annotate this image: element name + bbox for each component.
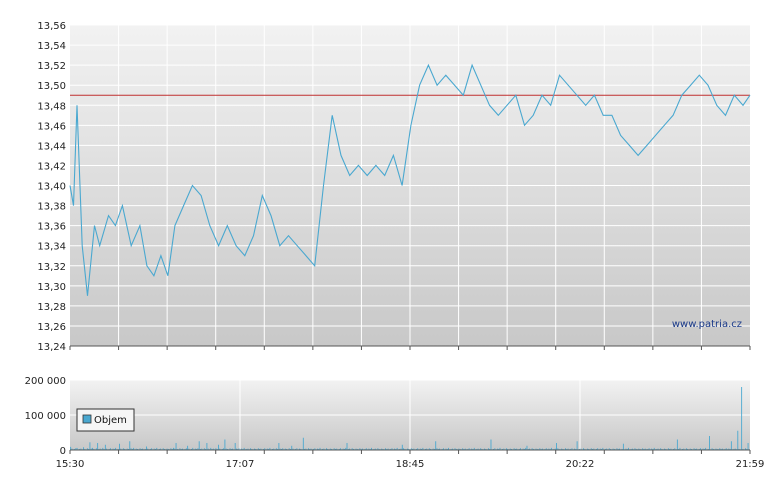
volume-x-tick-label: 20:22 [566,459,595,470]
price-y-tick-label: 13,54 [37,41,66,52]
price-y-tick-label: 13,24 [37,342,66,353]
price-y-tick-label: 13,30 [37,282,66,293]
price-y-axis-ticks: 13,56 13,54 13,52 13,50 13,48 13,46 13,44 13,42… [37,21,66,353]
price-y-tick-label: 13,46 [37,121,66,132]
volume-y-tick-label: 100 000 [25,411,66,422]
price-y-tick-label: 13,38 [37,202,66,213]
price-y-tick-label: 13,26 [37,322,66,333]
volume-x-axis-ticks: 15:30 17:07 18:45 20:22 21:59 [56,450,765,470]
watermark-text: www.patria.cz [672,319,742,330]
price-grid [70,24,750,347]
volume-y-axis-ticks: 200 000 100 000 0 [25,376,66,457]
volume-y-tick-label: 0 [60,446,66,457]
price-y-tick-label: 13,56 [37,21,66,32]
volume-legend: Objem [76,408,135,432]
volume-x-tick-label: 21:59 [736,459,765,470]
volume-x-tick-label: 17:07 [226,459,255,470]
volume-x-tick-label: 15:30 [56,459,85,470]
price-series-line [69,63,751,296]
price-y-tick-label: 13,50 [37,81,66,92]
volume-x-tick-label: 18:45 [396,459,425,470]
price-panel: 13,56 13,54 13,52 13,50 13,48 13,46 13,44 13,42… [37,21,751,353]
price-y-tick-label: 13,48 [37,101,66,112]
price-y-tick-label: 13,40 [37,182,66,193]
legend-swatch [82,414,92,424]
legend-label: Objem [94,415,127,426]
volume-panel: 200 000 100 000 0 15:30 17:07 18:45 20:22 21:5… [25,376,765,470]
price-x-axis-ticks [69,346,751,350]
price-y-tick-label: 13,42 [37,161,66,172]
price-y-tick-label: 13,52 [37,61,66,72]
price-y-tick-label: 13,28 [37,302,66,313]
legend-box [76,408,135,432]
price-y-tick-label: 13,32 [37,262,66,273]
price-y-tick-label: 13,36 [37,222,66,233]
volume-y-tick-label: 200 000 [25,376,66,387]
price-y-tick-label: 13,44 [37,141,66,152]
price-y-tick-label: 13,34 [37,242,66,253]
